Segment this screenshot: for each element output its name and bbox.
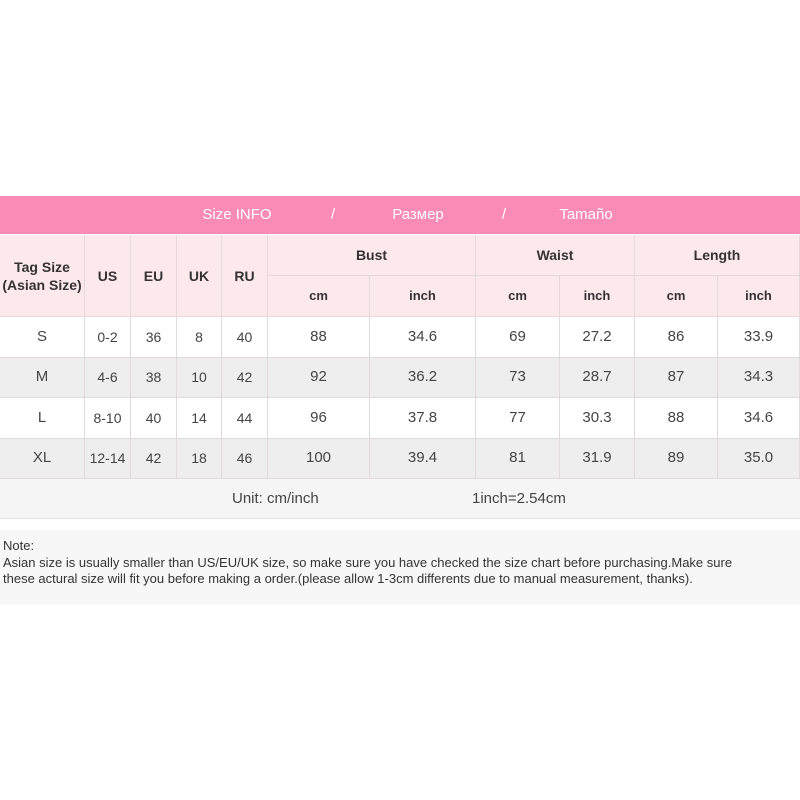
header-text: Tag Size [14,258,70,275]
data-cell: 28.7 [560,357,635,398]
note-label: Note: [3,538,35,553]
data-cell: L [0,398,85,439]
data-cell: 73 [476,357,560,398]
data-cell: 88 [635,398,718,439]
data-cell: 39.4 [370,438,476,479]
unit-text: Unit: cm/inch [232,490,319,507]
note-box [0,530,800,605]
data-cell: M [0,357,85,398]
footer-row [0,479,800,519]
data-cell: S [0,317,85,358]
conversion-text: 1inch=2.54cm [472,490,566,507]
data-cell: 10 [177,357,222,398]
group-header: Length [635,235,800,276]
data-cell: 14 [177,398,222,439]
data-cell: 4-6 [85,357,131,398]
data-cell: 37.8 [370,398,476,439]
header-cell: EU [131,235,177,317]
header-cell: US [85,235,131,317]
data-cell: 34.6 [718,398,800,439]
data-cell: 40 [222,317,268,358]
data-cell: 0-2 [85,317,131,358]
data-cell: 8 [177,317,222,358]
banner-text: / [330,206,336,223]
group-header: Bust [268,235,476,276]
unit-header: inch [560,276,635,317]
banner [0,196,800,234]
data-cell: 31.9 [560,438,635,479]
unit-header: inch [370,276,476,317]
data-cell: 89 [635,438,718,479]
banner-text: Tamaño [559,206,613,223]
banner-text: Размер [392,206,444,223]
data-cell: 44 [222,398,268,439]
data-cell: 38 [131,357,177,398]
data-cell: 30.3 [560,398,635,439]
data-cell: 77 [476,398,560,439]
note-line: these actural size will fit you before m… [3,571,693,586]
data-cell: 88 [268,317,370,358]
data-cell: 12-14 [85,438,131,479]
header-cell: RU [222,235,268,317]
data-cell: 35.0 [718,438,800,479]
unit-header: inch [718,276,800,317]
data-cell: 46 [222,438,268,479]
data-cell: 8-10 [85,398,131,439]
data-cell: 27.2 [560,317,635,358]
data-cell: 81 [476,438,560,479]
data-cell: 40 [131,398,177,439]
data-cell: 42 [222,357,268,398]
data-cell: 92 [268,357,370,398]
data-cell: 36.2 [370,357,476,398]
data-cell: 69 [476,317,560,358]
unit-header: cm [476,276,560,317]
banner-text: / [501,206,507,223]
data-cell: 18 [177,438,222,479]
data-cell: 36 [131,317,177,358]
group-header: Waist [476,235,635,276]
data-cell: 96 [268,398,370,439]
data-cell: 100 [268,438,370,479]
data-cell: 33.9 [718,317,800,358]
data-cell: 34.6 [370,317,476,358]
data-cell: 42 [131,438,177,479]
header-cell: UK [177,235,222,317]
unit-header: cm [635,276,718,317]
data-cell: XL [0,438,85,479]
unit-header: cm [268,276,370,317]
note-line: Asian size is usually smaller than US/EU… [3,555,733,570]
banner-text: Size INFO [202,206,272,223]
data-cell: 34.3 [718,357,800,398]
data-cell: 87 [635,357,718,398]
header-text: (Asian Size) [2,276,82,293]
data-cell: 86 [635,317,718,358]
header-cell: Tag Size (Asian Size) [0,235,85,317]
